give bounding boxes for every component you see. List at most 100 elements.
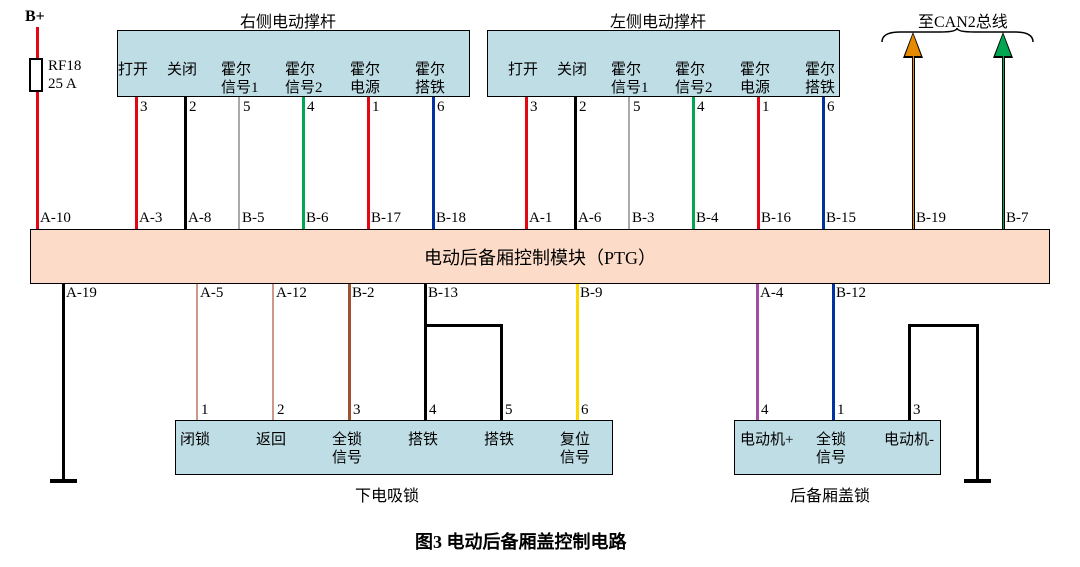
pin-number: 5	[505, 402, 513, 419]
bottom-wire	[272, 284, 274, 420]
terminal-label: A-1	[529, 210, 552, 227]
terminal-label: A-6	[578, 210, 601, 227]
bottom-wire	[348, 284, 351, 420]
ground-symbol	[50, 479, 77, 483]
terminal-label: A-19	[66, 285, 97, 302]
left-strut-label: 左侧电动撑杆	[610, 8, 706, 32]
bottom-wire	[424, 324, 503, 327]
pin-number: 6	[581, 402, 589, 419]
strut-wire	[367, 97, 370, 229]
left-strut-box	[487, 30, 840, 97]
signal-label: 搭铁	[415, 76, 445, 97]
signal-label: 信号1	[221, 76, 259, 97]
terminal-label: B-19	[916, 210, 946, 227]
signal-label: 搭铁	[484, 428, 514, 449]
pin-number: 2	[579, 99, 587, 116]
terminal-label: A-8	[188, 210, 211, 227]
terminal-label: B-15	[826, 210, 856, 227]
signal-label: 电源	[350, 76, 380, 97]
bplus-term: A-10	[40, 210, 71, 227]
bottom-wire	[756, 284, 759, 420]
pin-number: 4	[429, 402, 437, 419]
pin-number: 1	[372, 99, 380, 116]
terminal-label: B-12	[836, 285, 866, 302]
right-strut-label: 右侧电动撑杆	[240, 8, 336, 32]
pin-number: 5	[243, 99, 251, 116]
strut-wire	[525, 97, 528, 229]
ptg-module: 电动后备厢控制模块（PTG）	[30, 229, 1050, 284]
signal-label: 闭锁	[180, 428, 210, 449]
signal-label: 信号	[332, 446, 362, 467]
bottom-wire	[500, 324, 503, 420]
strut-wire	[184, 97, 187, 229]
pin-number: 3	[140, 99, 148, 116]
strut-wire	[135, 97, 138, 229]
figure-caption: 图3 电动后备厢盖控制电路	[415, 528, 627, 554]
signal-label: 电动机-	[884, 428, 934, 449]
strut-wire	[302, 97, 305, 229]
terminal-label: B-9	[580, 285, 603, 302]
ground-wire	[976, 324, 979, 479]
strut-wire	[574, 97, 577, 229]
pin-number: 4	[307, 99, 315, 116]
signal-label: 打开	[118, 58, 148, 79]
terminal-label: B-3	[632, 210, 655, 227]
pin-number: 6	[827, 99, 835, 116]
bplus-label: B+	[25, 8, 45, 26]
bottom-wire	[424, 284, 427, 324]
can-wire	[1002, 52, 1005, 229]
pin-number: 2	[189, 99, 197, 116]
signal-label: 信号	[560, 446, 590, 467]
terminal-label: B-18	[436, 210, 466, 227]
bottom-wire	[576, 284, 579, 420]
module-label: 电动后备厢控制模块（PTG）	[424, 244, 656, 270]
pin-number: 3	[913, 402, 921, 419]
signal-label: 信号2	[675, 76, 713, 97]
terminal-label: A-12	[276, 285, 307, 302]
strut-wire	[692, 97, 695, 229]
signal-label: 电源	[740, 76, 770, 97]
terminal-label: A-4	[760, 285, 783, 302]
pin-number: 1	[201, 402, 209, 419]
fuse-rating: 25 A	[48, 76, 77, 93]
strut-wire	[432, 97, 435, 229]
terminal-label: A-3	[139, 210, 162, 227]
ground-wire	[908, 324, 979, 327]
fuse-symbol	[29, 58, 43, 92]
signal-label: 信号	[816, 446, 846, 467]
terminal-label: B-7	[1006, 210, 1029, 227]
signal-label: 打开	[508, 58, 538, 79]
pin-number: 2	[277, 402, 285, 419]
arrow-icon	[995, 34, 1011, 56]
terminal-label: B-5	[242, 210, 265, 227]
terminal-label: B-13	[428, 285, 458, 302]
cinch-label: 下电吸锁	[355, 482, 419, 506]
strut-wire	[238, 97, 240, 229]
signal-label: 信号2	[285, 76, 323, 97]
strut-wire	[757, 97, 760, 229]
ground-wire	[908, 324, 911, 420]
trunk-lock-label: 后备厢盖锁	[790, 482, 870, 506]
pin-number: 1	[762, 99, 770, 116]
pin-number: 3	[353, 402, 361, 419]
pin-number: 4	[761, 402, 769, 419]
bottom-wire	[424, 324, 427, 420]
can-wire	[912, 52, 915, 229]
signal-label: 关闭	[167, 58, 197, 79]
terminal-label: B-6	[306, 210, 329, 227]
signal-label: 搭铁	[408, 428, 438, 449]
strut-wire	[628, 97, 630, 229]
terminal-label: B-17	[371, 210, 401, 227]
pin-number: 3	[530, 99, 538, 116]
signal-label: 搭铁	[805, 76, 835, 97]
terminal-label: B-2	[352, 285, 375, 302]
fuse-ref: RF18	[48, 58, 81, 75]
signal-label: 电动机+	[740, 428, 793, 449]
pin-number: 6	[437, 99, 445, 116]
pin-number: 4	[697, 99, 705, 116]
ground-wire	[62, 284, 65, 479]
terminal-label: B-4	[696, 210, 719, 227]
pin-number: 5	[633, 99, 641, 116]
ground-symbol	[964, 479, 991, 483]
signal-label: 关闭	[557, 58, 587, 79]
